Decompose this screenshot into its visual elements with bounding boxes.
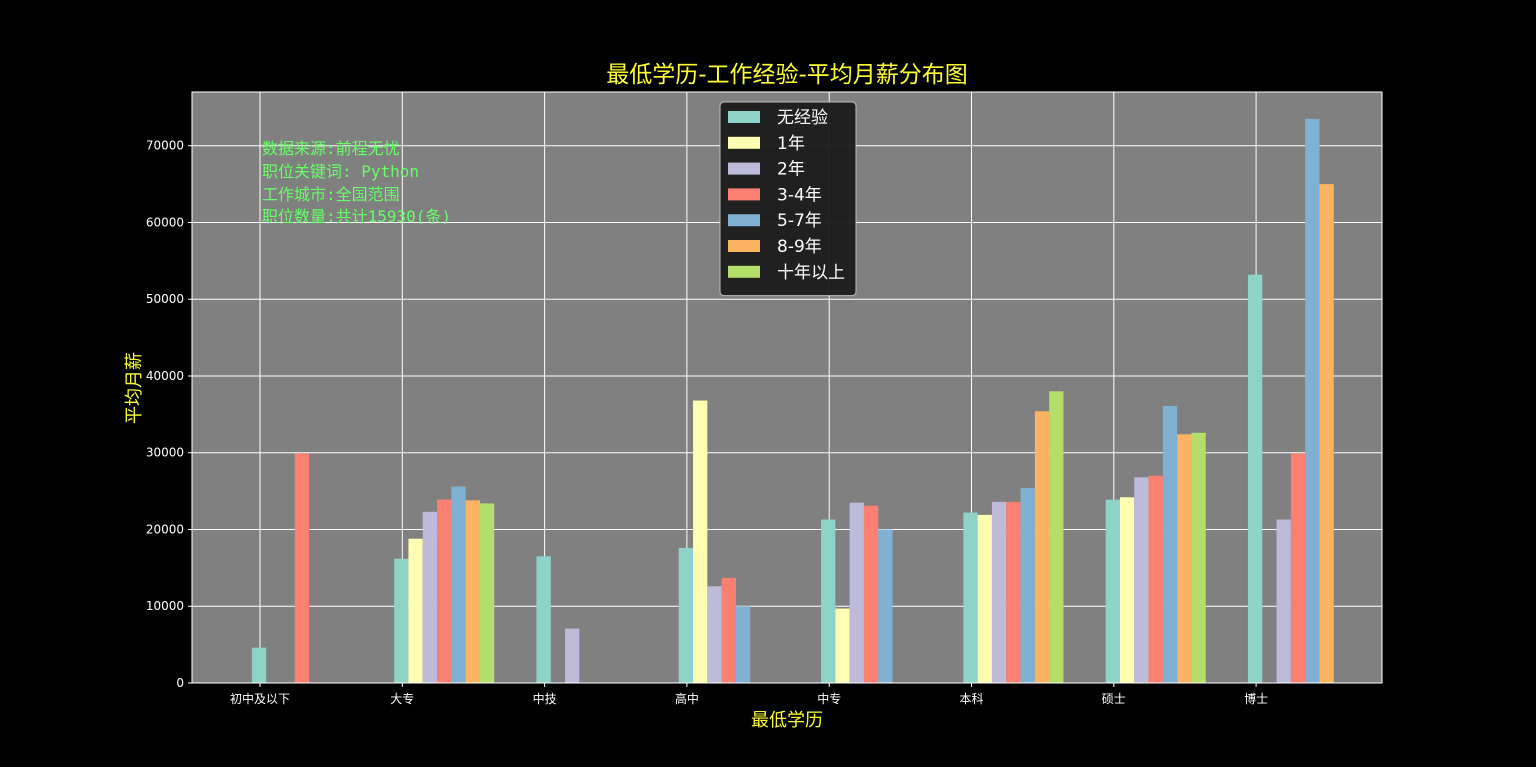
annotation-block: 数据来源:前程无忧 职位关键词: Python 工作城市:全国范围 职位数量:共… <box>262 139 451 226</box>
bar-3-4年 <box>437 499 452 683</box>
annotation-keyword: 职位关键词: Python <box>262 162 419 181</box>
bar-十年以上 <box>1049 391 1064 683</box>
y-tick-label: 10000 <box>146 599 184 613</box>
legend-label: 5-7年 <box>777 211 822 231</box>
bar-1年 <box>408 538 423 683</box>
bar-无经验 <box>1247 274 1263 683</box>
bars <box>251 118 1334 684</box>
bar-十年以上 <box>479 503 495 683</box>
bar-无经验 <box>821 519 836 683</box>
annotation-source: 数据来源:前程无忧 <box>262 139 400 158</box>
bar-1年 <box>693 400 708 683</box>
bar-3-4年 <box>863 505 879 683</box>
legend-swatch <box>728 136 760 149</box>
bar-无经验 <box>1105 499 1120 683</box>
y-axis-ticks: 0 10000 20000 30000 40000 50000 60000 70000 <box>146 139 192 690</box>
legend-label: 2年 <box>777 160 805 180</box>
bar-3-4年 <box>1148 475 1163 683</box>
x-axis-label: 最低学历 <box>751 710 823 731</box>
bar-无经验 <box>251 647 267 683</box>
bar-2年 <box>565 628 580 683</box>
x-tick-label: 本科 <box>959 692 983 706</box>
bar-3-4年 <box>294 453 310 683</box>
bar-2年 <box>991 501 1007 683</box>
bar-3-4年 <box>1290 453 1306 683</box>
bar-1年 <box>977 514 992 683</box>
x-axis-ticks: 初中及以下 大专 中技 高中 中专 本科 硕士 博士 <box>230 683 1268 706</box>
chart-title: 最低学历-工作经验-平均月薪分布图 <box>606 62 968 88</box>
y-tick-label: 60000 <box>146 215 184 229</box>
legend-swatch <box>728 265 760 278</box>
plot-frame <box>191 91 1383 684</box>
bar-2年 <box>849 502 864 683</box>
legend-swatch <box>728 240 760 252</box>
bar-5-7年 <box>1162 405 1178 683</box>
y-tick-label: 70000 <box>146 139 184 153</box>
y-tick-label: 0 <box>176 676 184 690</box>
bar-2年 <box>1276 519 1291 683</box>
bar-5-7年 <box>1020 488 1035 683</box>
y-tick-label: 40000 <box>146 369 184 383</box>
bar-2年 <box>422 511 438 683</box>
legend-swatch <box>728 188 760 201</box>
legend-label: 1年 <box>777 134 805 154</box>
x-tick-label: 博士 <box>1244 691 1268 706</box>
y-tick-label: 20000 <box>146 522 184 536</box>
y-axis-label: 平均月薪 <box>124 352 145 424</box>
bar-十年以上 <box>1191 432 1206 683</box>
x-tick-label: 大专 <box>390 691 414 706</box>
bar-5-7年 <box>451 486 466 683</box>
bar-8-9年 <box>1319 184 1334 684</box>
bar-1年 <box>835 608 850 683</box>
bar-5-7年 <box>735 606 751 683</box>
x-tick-label: 高中 <box>675 691 699 706</box>
bar-3-4年 <box>721 577 736 683</box>
legend-label: 无经验 <box>777 108 828 128</box>
bar-8-9年 <box>1177 434 1192 683</box>
bar-2年 <box>1134 477 1149 683</box>
bar-8-9年 <box>1034 411 1050 683</box>
annotation-count: 职位数量:共计15930(条) <box>262 207 451 226</box>
legend-swatch <box>728 111 760 123</box>
legend-swatch <box>728 214 760 227</box>
bar-无经验 <box>963 512 978 683</box>
legend-swatch <box>728 162 760 175</box>
x-tick-label: 初中及以下 <box>230 691 290 706</box>
bar-3-4年 <box>1006 501 1021 683</box>
y-tick-label: 30000 <box>146 446 184 460</box>
x-tick-label: 硕士 <box>1102 692 1126 706</box>
annotation-city: 工作城市:全国范围 <box>262 185 400 204</box>
bar-1年 <box>1119 497 1135 683</box>
x-tick-label: 中技 <box>533 691 557 706</box>
y-tick-label: 50000 <box>146 292 184 306</box>
bar-2年 <box>707 586 722 683</box>
bar-5-7年 <box>878 529 893 683</box>
legend-label: 8-9年 <box>777 237 822 257</box>
bar-8-9年 <box>465 500 480 683</box>
x-tick-label: 中专 <box>817 691 841 706</box>
legend-label: 十年以上 <box>777 263 845 283</box>
bar-无经验 <box>536 556 551 683</box>
bar-无经验 <box>394 558 409 683</box>
bar-无经验 <box>678 547 694 683</box>
bar-5-7年 <box>1305 118 1320 683</box>
legend-label: 3-4年 <box>777 185 822 205</box>
